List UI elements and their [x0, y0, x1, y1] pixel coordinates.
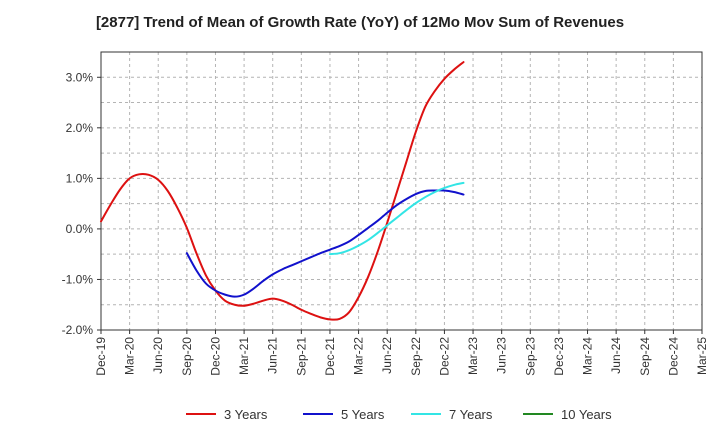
- x-tick-label: Dec-24: [666, 337, 680, 376]
- x-tick-label: Mar-24: [581, 337, 595, 375]
- x-tick-label: Dec-21: [323, 337, 337, 376]
- x-tick-label: Mar-20: [123, 337, 137, 375]
- legend-label-3-years: 3 Years: [224, 407, 268, 422]
- x-tick-label: Mar-25: [695, 337, 709, 375]
- x-tick-label: Jun-24: [609, 337, 623, 374]
- y-tick-label: -2.0%: [62, 323, 94, 337]
- x-tick-label: Sep-20: [180, 337, 194, 376]
- x-tick-label: Sep-23: [523, 337, 537, 376]
- x-tick-label: Jun-22: [380, 337, 394, 374]
- legend-label-5-years: 5 Years: [341, 407, 385, 422]
- x-tick-label: Sep-22: [409, 337, 423, 376]
- x-tick-label: Dec-23: [552, 337, 566, 376]
- x-tick-label: Jun-20: [151, 337, 165, 374]
- series-line-5-years: [185, 189, 465, 298]
- x-tick-label: Sep-21: [294, 337, 308, 376]
- legend-label-10-years: 10 Years: [561, 407, 612, 422]
- y-tick-label: 3.0%: [66, 70, 94, 84]
- x-tick-label: Sep-24: [638, 337, 652, 376]
- x-tick-label: Dec-22: [437, 337, 451, 376]
- x-tick-label: Jun-23: [495, 337, 509, 374]
- x-tick-label: Mar-21: [237, 337, 251, 375]
- x-tick-label: Mar-23: [466, 337, 480, 375]
- series-line-7-years: [328, 181, 465, 256]
- legend-label-7-years: 7 Years: [449, 407, 493, 422]
- chart-title: [2877] Trend of Mean of Growth Rate (YoY…: [95, 14, 625, 31]
- x-tick-label: Dec-20: [208, 337, 222, 376]
- y-tick-label: 1.0%: [66, 171, 94, 185]
- series-line-3-years: [100, 61, 465, 321]
- x-tick-label: Jun-21: [266, 337, 280, 374]
- x-tick-label: Dec-19: [94, 337, 108, 376]
- y-tick-label: 0.0%: [66, 222, 94, 236]
- plot-frame: [100, 51, 703, 331]
- y-tick-label: 2.0%: [66, 121, 94, 135]
- y-tick-label: -1.0%: [62, 272, 94, 286]
- plot-area: [101, 52, 702, 330]
- x-tick-label: Mar-22: [352, 337, 366, 375]
